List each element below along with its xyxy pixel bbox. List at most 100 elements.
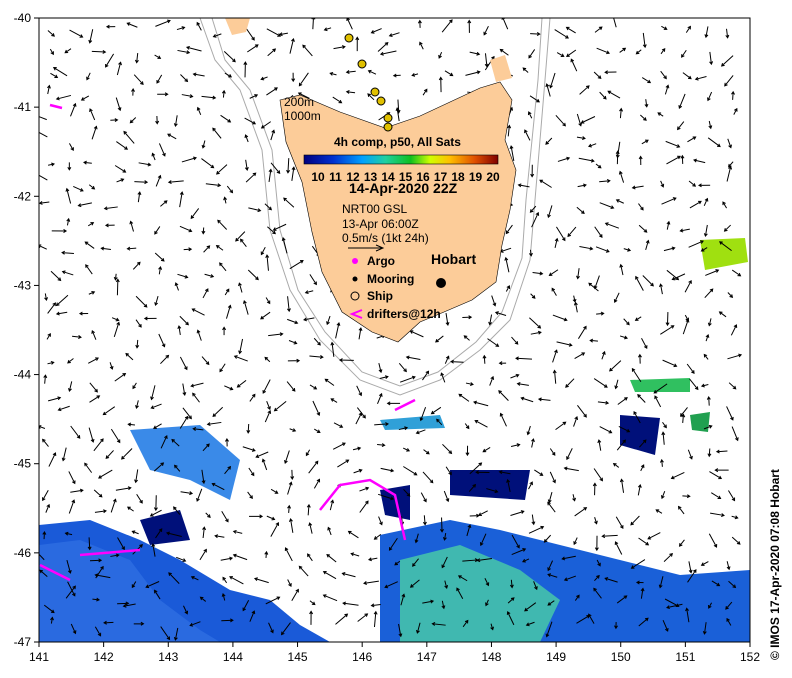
current-arrow (367, 93, 375, 101)
current-arrow (235, 231, 246, 242)
current-arrow (631, 367, 642, 383)
current-arrow (547, 501, 556, 513)
current-arrow (614, 379, 619, 390)
current-arrow (563, 466, 579, 472)
current-arrow (465, 382, 474, 386)
current-arrow (201, 140, 206, 149)
current-arrow (642, 32, 647, 49)
current-arrow (89, 395, 101, 403)
current-time: 13-Apr 06:00Z (342, 217, 419, 231)
current-arrow (264, 550, 269, 558)
current-arrow (456, 587, 464, 600)
current-arrow (111, 317, 120, 322)
current-arrow (357, 613, 369, 622)
current-arrow (566, 49, 577, 57)
current-arrow (196, 21, 202, 31)
current-arrow (638, 537, 650, 546)
current-arrow (303, 317, 315, 322)
current-arrow (66, 217, 71, 226)
current-arrow (225, 437, 229, 447)
current-arrow (94, 509, 107, 514)
current-arrow (253, 577, 269, 584)
current-arrow (215, 245, 224, 251)
current-arrow (499, 412, 507, 427)
current-arrow (306, 503, 311, 516)
current-arrow (67, 162, 72, 171)
current-arrow (68, 499, 76, 514)
current-arrow (561, 555, 576, 561)
current-arrow (556, 52, 565, 57)
current-arrow (91, 49, 107, 54)
current-arrow (229, 576, 244, 585)
current-arrow (88, 357, 99, 364)
flinders-island (490, 55, 512, 82)
current-arrow (498, 470, 511, 475)
current-arrow (333, 45, 346, 50)
current-arrow (676, 121, 685, 131)
current-arrow (596, 559, 601, 567)
current-arrow (715, 449, 728, 454)
current-arrow (190, 208, 200, 220)
current-arrow (704, 26, 709, 39)
current-arrow (526, 425, 531, 436)
current-source: NRT00 GSL (342, 202, 407, 216)
current-arrow (522, 558, 530, 563)
current-arrow (88, 184, 96, 190)
current-arrow (330, 341, 335, 357)
current-arrow (419, 41, 424, 50)
current-arrow (528, 249, 533, 257)
current-arrow (440, 372, 446, 383)
current-arrow (663, 246, 676, 252)
current-arrow (226, 185, 234, 194)
current-arrow (601, 350, 606, 360)
current-arrow (154, 226, 161, 235)
current-arrow (547, 560, 554, 572)
current-arrow (442, 443, 453, 455)
current-arrow (270, 488, 279, 494)
current-arrow (574, 507, 588, 517)
current-arrow (173, 627, 179, 641)
current-arrow (639, 439, 647, 448)
current-arrow (270, 522, 280, 537)
current-arrow (192, 72, 205, 77)
current-arrow (155, 174, 162, 187)
current-arrow (265, 596, 281, 605)
current-arrow (43, 604, 55, 614)
current-arrow (72, 335, 82, 339)
current-arrow (403, 466, 418, 476)
current-arrow (572, 295, 577, 303)
current-arrow (61, 250, 74, 255)
lon-tick-label: 150 (611, 650, 631, 664)
current-arrow (392, 73, 401, 78)
current-arrow (87, 537, 92, 551)
current-arrow (679, 228, 690, 233)
current-arrow (39, 553, 45, 561)
current-arrow (378, 516, 383, 526)
current-arrow (129, 117, 137, 124)
current-arrow (359, 486, 370, 492)
current-arrow (100, 246, 111, 251)
current-arrow (286, 158, 291, 174)
current-arrow (499, 48, 509, 56)
current-arrow (468, 483, 477, 492)
current-arrow (346, 18, 353, 30)
current-arrow (64, 48, 72, 54)
current-arrow (731, 269, 742, 277)
current-arrow (341, 572, 356, 578)
current-arrow (566, 448, 573, 461)
current-arrow (260, 246, 266, 256)
current-arrow (655, 509, 663, 514)
current-arrow (268, 332, 284, 337)
current-arrow (133, 621, 145, 626)
current-arrow (422, 370, 430, 381)
colorbar-tick-label: 14 (381, 170, 395, 184)
current-arrow (525, 621, 535, 627)
current-arrow (552, 349, 558, 363)
current-arrow (160, 435, 168, 449)
current-arrow (122, 603, 136, 608)
current-arrow (547, 573, 558, 578)
current-arrow (728, 580, 737, 589)
current-arrow (201, 95, 217, 100)
current-arrow (131, 87, 135, 96)
current-arrow (659, 458, 664, 467)
